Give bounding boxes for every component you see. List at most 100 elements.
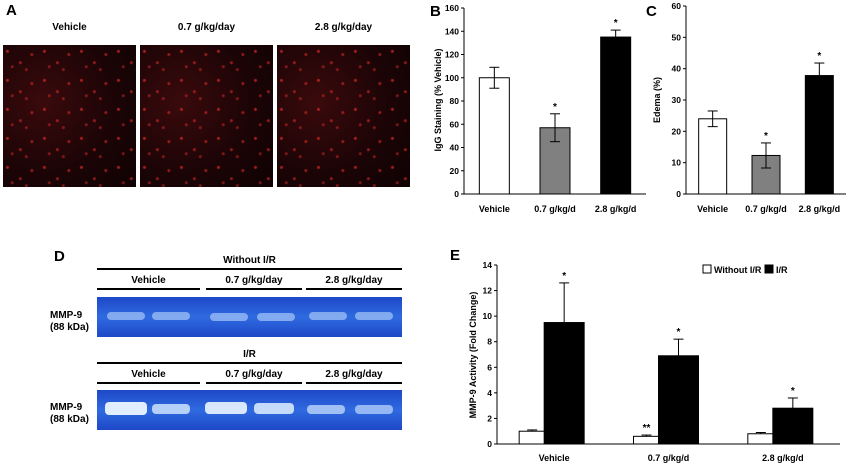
panel-a-label-low: 0.7 g/kg/day bbox=[177, 22, 236, 33]
legend: Without I/R I/R bbox=[702, 264, 788, 275]
bar bbox=[600, 36, 632, 195]
y-tick-label: 10 bbox=[483, 311, 493, 321]
gel-bottom-dose-vehicle: Vehicle bbox=[131, 369, 166, 380]
gel-bottom-dose-low: 0.7 g/kg/day bbox=[225, 369, 283, 380]
significance-marker: * bbox=[614, 18, 618, 29]
bar bbox=[543, 322, 585, 445]
y-tick-label: 100 bbox=[445, 73, 459, 83]
bar bbox=[539, 127, 571, 195]
gel-top-dose-line-low bbox=[206, 288, 302, 290]
panel-a-letter: A bbox=[6, 2, 17, 19]
gel-top-dose-high: 2.8 g/kg/day bbox=[325, 275, 383, 286]
bar bbox=[772, 407, 814, 445]
micrograph-high-dose bbox=[277, 45, 410, 187]
panel-d-letter: D bbox=[54, 248, 65, 265]
panel-b-chart: B IgG Staining (% Vehicle) 0 20 40 60 80 100 1… bbox=[430, 3, 646, 214]
y-tick-label: 20 bbox=[672, 126, 682, 136]
gel-band bbox=[355, 312, 393, 320]
x-tick-label: Vehicle bbox=[697, 204, 728, 214]
bar bbox=[478, 77, 510, 195]
gel-band bbox=[152, 312, 190, 320]
bar bbox=[658, 355, 699, 445]
significance-marker: * bbox=[817, 51, 821, 62]
x-tick-label: 2.8 g/kg/d bbox=[595, 204, 637, 214]
y-tick-label: 2 bbox=[487, 413, 492, 423]
gel-bottom-row-label-line2: (88 kDa) bbox=[50, 414, 89, 425]
gel-bottom-dose-line-high bbox=[306, 382, 402, 384]
panel-c-letter: C bbox=[646, 3, 657, 20]
gel-top-row-label: MMP-9 (88 kDa) bbox=[50, 310, 89, 334]
gel-band bbox=[257, 313, 295, 321]
legend-swatch-ir bbox=[764, 264, 774, 274]
y-tick-label: 60 bbox=[450, 119, 460, 129]
y-tick-label: 120 bbox=[445, 50, 459, 60]
y-tick-label: 50 bbox=[672, 32, 682, 42]
x-tick-label: Vehicle bbox=[479, 204, 510, 214]
significance-marker: * bbox=[677, 327, 681, 338]
legend-swatch-without-ir bbox=[702, 264, 712, 274]
y-tick-label: 80 bbox=[450, 96, 460, 106]
gel-band bbox=[307, 405, 345, 414]
significance-marker: * bbox=[553, 102, 557, 113]
gel-bottom-dose-line-low bbox=[206, 382, 302, 384]
gel-top-dose-line-high bbox=[306, 288, 402, 290]
x-tick-label: 0.7 g/kg/d bbox=[534, 204, 576, 214]
gel-band bbox=[254, 403, 294, 414]
x-tick-label: 2.8 g/kg/d bbox=[762, 453, 804, 463]
gel-ir bbox=[97, 390, 402, 430]
gel-band bbox=[210, 313, 248, 321]
panel-c-chart: C Edema (%) 0 10 20 30 40 50 60 Vehicle * 0.7 g/k… bbox=[646, 1, 846, 214]
y-tick-label: 14 bbox=[483, 260, 493, 270]
gel-band bbox=[152, 404, 190, 414]
gel-bottom-dose-high: 2.8 g/kg/day bbox=[325, 369, 383, 380]
y-tick-label: 160 bbox=[445, 3, 459, 13]
y-tick-label: 20 bbox=[450, 166, 460, 176]
bar bbox=[518, 430, 546, 445]
y-tick-label: 0 bbox=[454, 189, 459, 199]
gel-top-dose-low: 0.7 g/kg/day bbox=[225, 275, 283, 286]
panel-c-ylabel: Edema (%) bbox=[652, 77, 662, 123]
bar bbox=[698, 118, 728, 195]
panel-e-letter: E bbox=[450, 247, 460, 264]
significance-marker: * bbox=[791, 386, 795, 397]
bar bbox=[804, 75, 834, 195]
gel-top-row-label-line1: MMP-9 bbox=[50, 310, 83, 321]
gel-top-header-line bbox=[97, 268, 402, 270]
bar bbox=[633, 435, 660, 445]
micrograph-vehicle bbox=[3, 45, 136, 187]
gel-band bbox=[105, 402, 147, 415]
x-tick-label: 2.8 g/kg/d bbox=[799, 204, 841, 214]
panel-b-letter: B bbox=[430, 3, 441, 20]
y-tick-label: 40 bbox=[450, 143, 460, 153]
legend-label-without-ir: Without I/R bbox=[714, 265, 762, 275]
gel-band bbox=[205, 402, 247, 414]
gel-bottom-header: I/R bbox=[243, 349, 256, 360]
panel-a-label-vehicle: Vehicle bbox=[52, 22, 87, 33]
panel-b-ylabel: IgG Staining (% Vehicle) bbox=[433, 48, 443, 151]
gel-bottom-header-line bbox=[97, 362, 402, 364]
x-tick-label: 0.7 g/kg/d bbox=[745, 204, 787, 214]
x-tick-label: Vehicle bbox=[539, 453, 570, 463]
gel-top-dose-vehicle: Vehicle bbox=[131, 275, 166, 286]
legend-label-ir: I/R bbox=[776, 265, 788, 275]
y-tick-label: 140 bbox=[445, 26, 459, 36]
panel-a-label-high: 2.8 g/kg/day bbox=[314, 22, 373, 33]
y-tick-label: 6 bbox=[487, 362, 492, 372]
y-tick-label: 0 bbox=[487, 439, 492, 449]
y-tick-label: 12 bbox=[483, 286, 493, 296]
y-tick-label: 40 bbox=[672, 64, 682, 74]
significance-marker: ** bbox=[643, 423, 651, 434]
gel-bottom-row-label: MMP-9 (88 kDa) bbox=[50, 402, 89, 426]
gel-bottom-dose-line-vehicle bbox=[97, 382, 200, 384]
gel-band bbox=[107, 312, 145, 320]
y-tick-label: 0 bbox=[676, 189, 681, 199]
gel-band bbox=[309, 312, 347, 320]
gel-band bbox=[355, 405, 393, 414]
x-tick-label: 0.7 g/kg/d bbox=[648, 453, 690, 463]
y-tick-label: 10 bbox=[672, 158, 682, 168]
bar bbox=[747, 433, 775, 445]
gel-bottom-row-label-line1: MMP-9 bbox=[50, 402, 83, 413]
y-tick-label: 60 bbox=[672, 1, 682, 11]
gel-without-ir bbox=[97, 297, 402, 337]
gel-top-header: Without I/R bbox=[223, 255, 276, 266]
